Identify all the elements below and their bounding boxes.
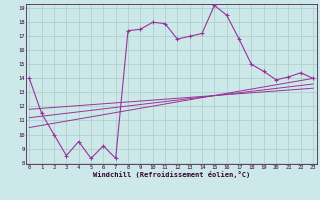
X-axis label: Windchill (Refroidissement éolien,°C): Windchill (Refroidissement éolien,°C) <box>92 171 250 178</box>
